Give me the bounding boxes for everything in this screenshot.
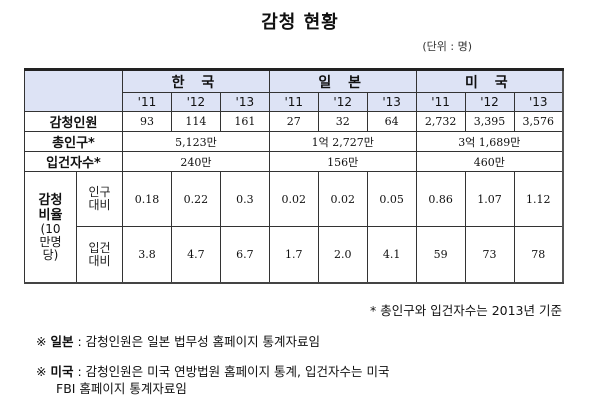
sub-label-line: 인구 [88, 185, 111, 199]
year-header-row: '11 '12 '13 '11 '12 '13 '11 '12 '13 [25, 92, 564, 112]
year-header: '12 [464, 92, 515, 112]
table-cell: 2,732 [415, 111, 466, 132]
table-cell: 156만 [268, 151, 417, 172]
table-row-wiretap-count: 감청인원 93 114 161 27 32 64 2,732 3,395 3,5… [24, 111, 564, 132]
table-cell: 78 [513, 226, 564, 284]
sub-label-cases: 입건 대비 [76, 226, 123, 284]
group-label-line: (10 [40, 221, 61, 236]
table-cell: 93 [122, 111, 172, 132]
year-header: '11 [415, 92, 466, 112]
group-label-line: 감청 [38, 192, 63, 208]
header-japan: 일 본 [268, 69, 417, 93]
ratio-group-label: 감청 비율 (10 만명 당) [24, 171, 77, 284]
year-header: '13 [513, 92, 564, 112]
table-cell: 4.1 [366, 226, 417, 284]
unit-label: (단위 : 명) [422, 40, 472, 53]
table-row-ratio-population: 감청 비율 (10 만명 당) 인구 대비 0.18 0.22 0.3 0.02… [24, 171, 564, 284]
year-header: '11 [268, 92, 319, 112]
table-cell: 0.22 [170, 171, 221, 227]
group-label-line: 비율 [38, 207, 63, 223]
row-label: 총인구* [24, 131, 123, 152]
row-label: 감청인원 [24, 111, 123, 132]
table-cell: 1.07 [464, 171, 515, 227]
table-cell: 2.0 [317, 226, 368, 284]
table-cell: 161 [219, 111, 270, 132]
table-cell: 5,123만 [122, 131, 270, 152]
table-cell: 0.02 [317, 171, 368, 227]
year-header: '12 [317, 92, 368, 112]
corner-cell [24, 69, 123, 112]
table-cell: 0.18 [122, 171, 172, 227]
table-cell: 0.05 [366, 171, 417, 227]
table-cell: 0.86 [415, 171, 466, 227]
table-row-case-count: 입건자수* 240만 156만 460만 [24, 151, 564, 172]
table-cell: 59 [415, 226, 466, 284]
table-cell: 4.7 [170, 226, 221, 284]
table-cell: 27 [268, 111, 319, 132]
note-country: 일본 [50, 334, 74, 349]
table-row-total-population: 총인구* 5,123만 1억 2,727만 3억 1,689만 [24, 131, 564, 152]
wiretap-stats-table: 한 국 일 본 미 국 '11 '12 '13 '11 '12 '13 '11 … [24, 68, 564, 284]
sub-label-line: 대비 [88, 198, 111, 212]
table-cell: 64 [366, 111, 417, 132]
sub-label-line: 대비 [88, 253, 111, 268]
header-korea: 한 국 [122, 69, 270, 93]
year-header: '11 [122, 92, 172, 112]
table-cell: 0.02 [268, 171, 319, 227]
footnote: * 총인구와 입건자수는 2013년 기준 [370, 303, 562, 318]
note-japan: ※ 일본 : 감청인원은 일본 법무성 홈페이지 통계자료임 [36, 333, 566, 350]
note-separator: : [73, 334, 86, 349]
table-cell: 3,576 [513, 111, 564, 132]
note-text-continued: FBI 홈페이지 통계자료임 [56, 381, 187, 396]
table-cell: 240만 [122, 151, 270, 172]
note-usa: ※ 미국 : 감청인원은 미국 연방법원 홈페이지 통계, 입건자수는 미국 F… [36, 363, 566, 397]
group-label-line: 당) [42, 247, 59, 262]
note-country: 미국 [50, 364, 74, 379]
table-cell: 114 [170, 111, 221, 132]
row-label: 입건자수* [24, 151, 123, 172]
note-text: 감청인원은 미국 연방법원 홈페이지 통계, 입건자수는 미국 [85, 364, 390, 379]
table-cell: 1.12 [513, 171, 564, 227]
note-mark: ※ [36, 334, 47, 349]
table-cell: 0.3 [219, 171, 270, 227]
table-cell: 73 [464, 226, 515, 284]
page-title: 감청 현황 [261, 12, 339, 33]
note-mark: ※ [36, 364, 47, 379]
sub-label-population: 인구 대비 [76, 171, 123, 227]
table-cell: 1억 2,727만 [268, 131, 417, 152]
table-cell: 32 [317, 111, 368, 132]
note-separator: : [73, 364, 86, 379]
country-header-row: 한 국 일 본 미 국 [24, 69, 564, 112]
header-usa: 미 국 [415, 69, 564, 93]
table-cell: 3,395 [464, 111, 515, 132]
table-cell: 460만 [415, 151, 564, 172]
table-cell: 1.7 [268, 226, 319, 284]
table-row-ratio-cases: 입건 대비 3.8 4.7 6.7 1.7 2.0 4.1 59 73 78 [25, 226, 564, 284]
year-header: '13 [219, 92, 270, 112]
table-cell: 3억 1,689만 [415, 131, 564, 152]
table-cell: 6.7 [219, 226, 270, 284]
table-cell: 3.8 [122, 226, 172, 284]
note-text: 감청인원은 일본 법무성 홈페이지 통계자료임 [85, 334, 321, 349]
year-header: '13 [366, 92, 417, 112]
sub-label-line: 입건 [88, 240, 111, 255]
year-header: '12 [170, 92, 221, 112]
group-label-line: 만명 [39, 234, 62, 249]
